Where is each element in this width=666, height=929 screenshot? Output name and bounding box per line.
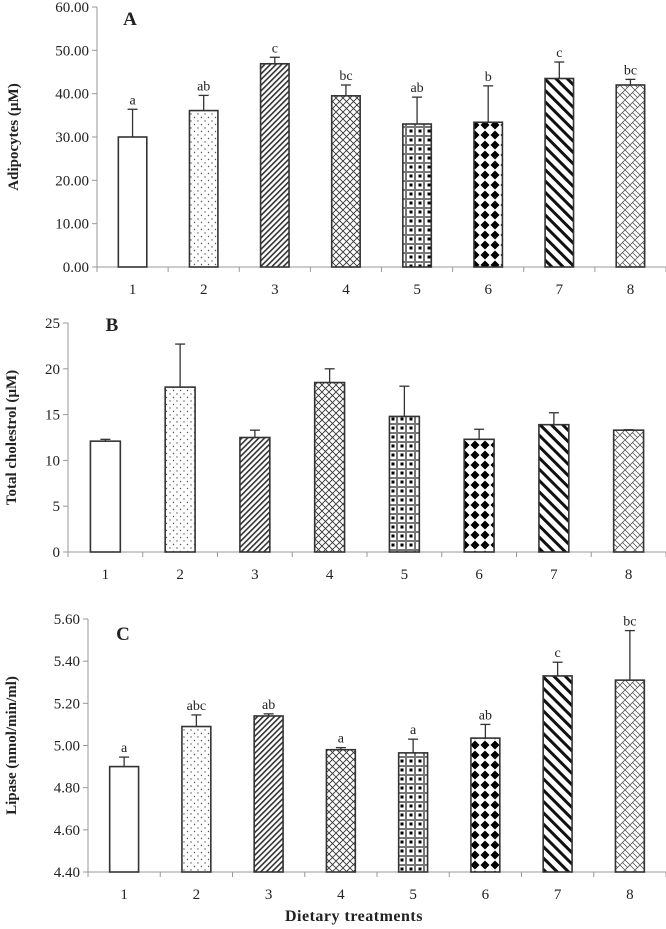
significance-label: ab [262, 698, 275, 713]
x-tick-label: 8 [626, 887, 634, 903]
x-tick-label: 4 [337, 887, 345, 903]
bar [259, 62, 290, 268]
bar [181, 725, 212, 873]
x-tick-label: 5 [413, 282, 421, 298]
x-tick-label: 6 [482, 887, 490, 903]
significance-label: bc [339, 69, 352, 84]
x-tick-label: 2 [193, 887, 201, 903]
bar [108, 765, 140, 873]
x-tick-label: 2 [200, 282, 208, 298]
y-tick-label: 4.60 [54, 823, 80, 839]
y-tick-label: 4.80 [54, 781, 80, 797]
x-tick-label: 1 [120, 887, 128, 903]
bar [538, 423, 570, 553]
x-tick-label: 7 [550, 567, 558, 583]
significance-label: abc [187, 699, 206, 714]
x-tick-label: 4 [326, 567, 334, 583]
x-tick-label: 7 [556, 282, 564, 298]
panel-c: 4.40 4.60 4.80 5.00 5.20 5.40 5.60 Lipase (nmol… [4, 612, 666, 903]
x-tick-label: 1 [102, 567, 110, 583]
significance-label: c [556, 46, 562, 61]
bar [388, 415, 421, 553]
panel-label: B [106, 315, 119, 336]
y-tick-label: 30.00 [55, 130, 89, 146]
significance-label: a [129, 93, 136, 108]
bar [188, 109, 219, 268]
y-tick-label: 50.00 [55, 43, 89, 59]
bar [612, 429, 645, 553]
significance-label: c [272, 41, 278, 56]
y-tick-label: 4.40 [54, 865, 80, 881]
panel-label: C [116, 624, 130, 645]
y-axis-title: Lipase (nmol/min/ml) [4, 676, 20, 815]
bar [117, 136, 148, 268]
y-axis-title: Adipocytes (µM) [6, 83, 22, 190]
significance-label: ab [410, 81, 423, 96]
bar [330, 95, 361, 268]
bar [615, 84, 646, 268]
bar [544, 77, 575, 268]
y-tick-label: 5.20 [54, 696, 80, 712]
bar [239, 436, 271, 553]
x-tick-label: 8 [625, 567, 633, 583]
bar [473, 121, 504, 268]
y-tick-label: 5.60 [54, 612, 80, 628]
panel-a: 0.00 10.00 20.00 30.00 40.00 50.00 60.00 Adipoc… [6, 0, 666, 298]
x-tick-label: 6 [484, 282, 492, 298]
y-tick-label: 20.00 [55, 173, 89, 189]
bar [402, 123, 433, 268]
significance-label: a [410, 723, 417, 738]
x-tick-label: 3 [265, 887, 273, 903]
y-tick-label: 60.00 [55, 0, 89, 16]
x-tick-label: 7 [554, 887, 562, 903]
y-tick-label: 0.00 [63, 260, 89, 276]
bar [89, 440, 122, 553]
y-axis-title: Total cholestrol (µM) [4, 370, 20, 505]
significance-label: a [338, 732, 345, 747]
bar [397, 752, 429, 873]
y-tick-label: 5 [53, 499, 61, 515]
y-tick-label: 20 [45, 362, 60, 378]
significance-label: bc [623, 615, 636, 630]
bar [542, 675, 573, 873]
x-tick-label: 6 [475, 567, 483, 583]
x-tick-label: 3 [271, 282, 279, 298]
y-tick-label: 5.00 [54, 739, 80, 755]
x-tick-label: 1 [129, 282, 137, 298]
bar [614, 679, 646, 873]
y-tick-label: 40.00 [55, 87, 89, 103]
x-tick-label: 5 [409, 887, 417, 903]
bar [325, 748, 357, 873]
y-tick-label: 10.00 [55, 217, 89, 233]
bar [164, 386, 196, 553]
x-tick-label: 4 [342, 282, 350, 298]
significance-label: b [485, 70, 492, 85]
y-tick-label: 0 [53, 545, 61, 561]
y-tick-label: 5.40 [54, 654, 80, 670]
panel-b: 0 5 10 15 20 25 Total cholestrol (µM) B 1 2 3 4 5 6 7 8 [4, 315, 666, 583]
x-tick-label: 5 [401, 567, 409, 583]
significance-label: c [555, 646, 561, 661]
x-tick-label: 8 [627, 282, 635, 298]
significance-label: bc [624, 63, 637, 78]
y-tick-label: 10 [45, 453, 60, 469]
bar [253, 715, 284, 873]
significance-label: ab [479, 708, 492, 723]
significance-label: a [121, 741, 128, 756]
x-tick-label: 3 [251, 567, 259, 583]
bar [313, 381, 346, 553]
y-tick-label: 15 [45, 408, 60, 424]
panel-label: A [123, 9, 137, 30]
bar [470, 737, 501, 873]
x-tick-label: 2 [176, 567, 184, 583]
y-tick-label: 25 [45, 316, 60, 332]
bar [463, 438, 495, 553]
significance-label: ab [197, 79, 210, 94]
x-axis-title: Dietary treatments [285, 908, 423, 925]
